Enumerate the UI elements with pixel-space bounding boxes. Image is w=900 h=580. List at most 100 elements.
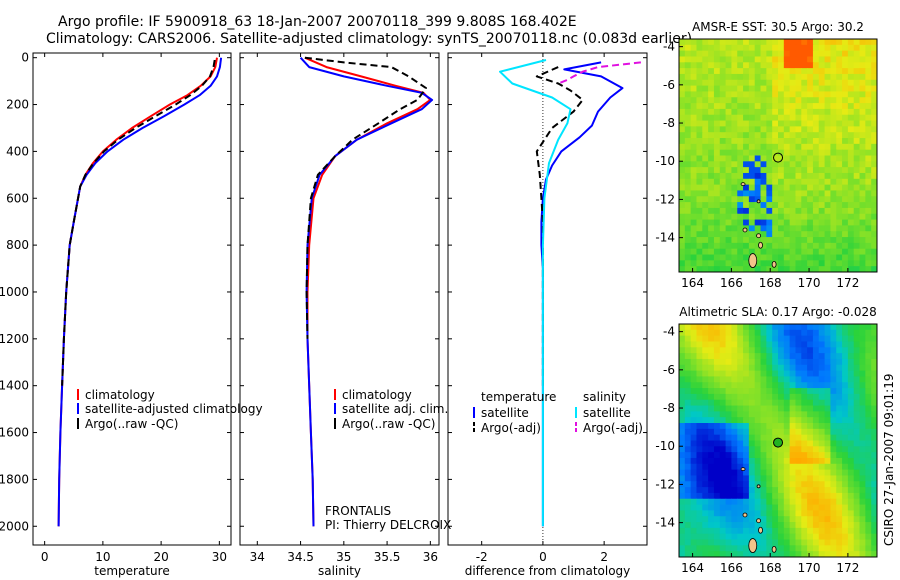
island-shape	[756, 518, 761, 524]
temperature-ytick-label: 600	[6, 191, 29, 205]
sla-map-field	[679, 324, 877, 557]
sst-ytick-label: -14	[655, 231, 675, 245]
sla-ytick-label: -4	[663, 325, 675, 339]
sst-xtick-label: 172	[836, 276, 859, 290]
sst-ytick-label: -8	[663, 116, 675, 130]
sst-ytick-label: -12	[655, 192, 675, 206]
difference-xtick-label: 0	[539, 550, 547, 564]
sla-ytick-label: -8	[663, 401, 675, 415]
sla-xtick-label: 170	[798, 561, 821, 575]
difference-legend-header-salinity: salinity	[583, 390, 626, 404]
difference-legend-entry: Argo(-adj)	[481, 421, 541, 435]
sla-argo-float-marker	[773, 437, 784, 448]
island-shape	[758, 526, 763, 534]
island-shape	[756, 233, 761, 239]
sla-xtick-label: 166	[720, 561, 743, 575]
island-shape	[756, 484, 761, 489]
salinity-xtick-label: 35	[336, 550, 351, 564]
island-shape	[742, 512, 748, 518]
island-shape	[748, 538, 758, 553]
sla-xtick-label: 164	[681, 561, 704, 575]
difference-legend-header-temperature: temperature	[481, 390, 556, 404]
sla-ytick-label: -10	[655, 439, 675, 453]
figure-title-line2: Climatology: CARS2006. Satellite-adjuste…	[46, 31, 692, 47]
sst-ytick-label: -6	[663, 78, 675, 92]
sla-ytick-label: -14	[655, 516, 675, 530]
temperature-xtick-label: 20	[153, 550, 168, 564]
temperature-legend-entry: Argo(..raw -QC)	[85, 417, 178, 431]
sst-map-panel: AMSR-E SST: 30.5 Argo: 30.2 164 166 168 170 1…	[655, 20, 878, 290]
temperature-ytick-label: 1400	[0, 379, 29, 393]
salinity-series-climatology	[304, 56, 432, 527]
sst-map-title: AMSR-E SST: 30.5 Argo: 30.2	[692, 20, 864, 34]
float-project-label: FRONTALIS	[325, 504, 391, 518]
island-shape	[771, 545, 777, 553]
temperature-ytick-label: 1000	[0, 285, 29, 299]
sst-map-frame	[678, 38, 878, 273]
difference-xtick-label: 2	[600, 550, 608, 564]
salinity-profile-panel: 34 34.5 35 35.5 36 salinity climatologysatelli…	[239, 52, 451, 578]
difference-legend-entry: satellite	[481, 406, 529, 420]
temperature-profile-panel: 0 200 400 600 800 1000 1200 1400 1600 1800 2000 0 10…	[0, 51, 263, 578]
sla-map-panel: Altimetric SLA: 0.17 Argo: -0.028 164 166 1…	[655, 305, 878, 575]
island-shape	[771, 260, 777, 268]
sst-ytick-label: -4	[663, 40, 675, 54]
salinity-xtick-label: 34.5	[287, 550, 314, 564]
temperature-xlabel: temperature	[94, 564, 169, 578]
island-shape	[758, 241, 763, 249]
sla-ytick-label: -12	[655, 477, 675, 491]
sst-xtick-label: 166	[720, 276, 743, 290]
sst-xtick-label: 170	[798, 276, 821, 290]
island-shape	[740, 467, 746, 472]
temperature-ytick-label: 1200	[0, 332, 29, 346]
island-shape	[756, 199, 761, 204]
salinity-xtick-label: 35.5	[374, 550, 401, 564]
difference-axes-frame	[447, 52, 648, 546]
salinity-legend-entry: satellite adj. clim.	[342, 402, 448, 416]
temperature-legend-entry: climatology	[85, 388, 155, 402]
salinity-series-satellite-adj-clim	[299, 57, 434, 527]
float-pi-label: PI: Thierry DELCROIX	[325, 518, 451, 532]
temperature-axes-frame	[32, 52, 232, 546]
figure-title-line1: Argo profile: IF 5900918_63 18-Jan-2007 …	[58, 14, 577, 30]
sst-map-field	[679, 39, 877, 272]
temperature-ytick-label: 800	[6, 238, 29, 252]
salinity-series-argo-raw-qc	[304, 56, 427, 339]
salinity-xtick-label: 34	[250, 550, 265, 564]
difference-xlabel: difference from climatology	[465, 564, 631, 578]
sst-argo-float-marker	[773, 152, 784, 163]
temperature-ytick-label: 400	[6, 144, 29, 158]
sla-xtick-label: 172	[836, 561, 859, 575]
sst-xtick-label: 164	[681, 276, 704, 290]
temperature-series-climatology	[57, 57, 218, 527]
temperature-ytick-label: 1600	[0, 426, 29, 440]
temperature-ytick-label: 0	[21, 51, 29, 65]
difference-series-argo-adj	[557, 61, 642, 85]
temperature-xtick-label: 30	[212, 550, 227, 564]
difference-xtick-label: -2	[476, 550, 488, 564]
temperature-ytick-label: 1800	[0, 472, 29, 486]
difference-series-satellite	[499, 59, 572, 527]
sla-map-title: Altimetric SLA: 0.17 Argo: -0.028	[679, 305, 876, 319]
sst-ytick-label: -10	[655, 154, 675, 168]
sla-map-frame	[678, 323, 878, 558]
difference-series-satellite	[540, 61, 624, 527]
island-shape	[748, 253, 758, 268]
temperature-series-argo-raw-qc	[61, 59, 216, 386]
temperature-series-satellite-adjusted-climatology	[57, 57, 223, 527]
island-shape	[742, 227, 748, 233]
salinity-xlabel: salinity	[318, 564, 361, 578]
salinity-legend-entry: climatology	[342, 388, 412, 402]
temperature-ytick-label: 200	[6, 98, 29, 112]
salinity-xtick-label: 36	[423, 550, 438, 564]
csiro-timestamp: CSIRO 27-Jan-2007 09:01:19	[882, 374, 896, 546]
temperature-xtick-label: 0	[41, 550, 49, 564]
temperature-ytick-label: 2000	[0, 519, 29, 533]
difference-legend-entry: satellite	[583, 406, 631, 420]
difference-legend-entry: Argo(-adj)	[583, 421, 643, 435]
salinity-axes-frame	[239, 52, 440, 546]
temperature-xtick-label: 10	[95, 550, 110, 564]
salinity-legend-entry: Argo(..raw -QC)	[342, 417, 435, 431]
